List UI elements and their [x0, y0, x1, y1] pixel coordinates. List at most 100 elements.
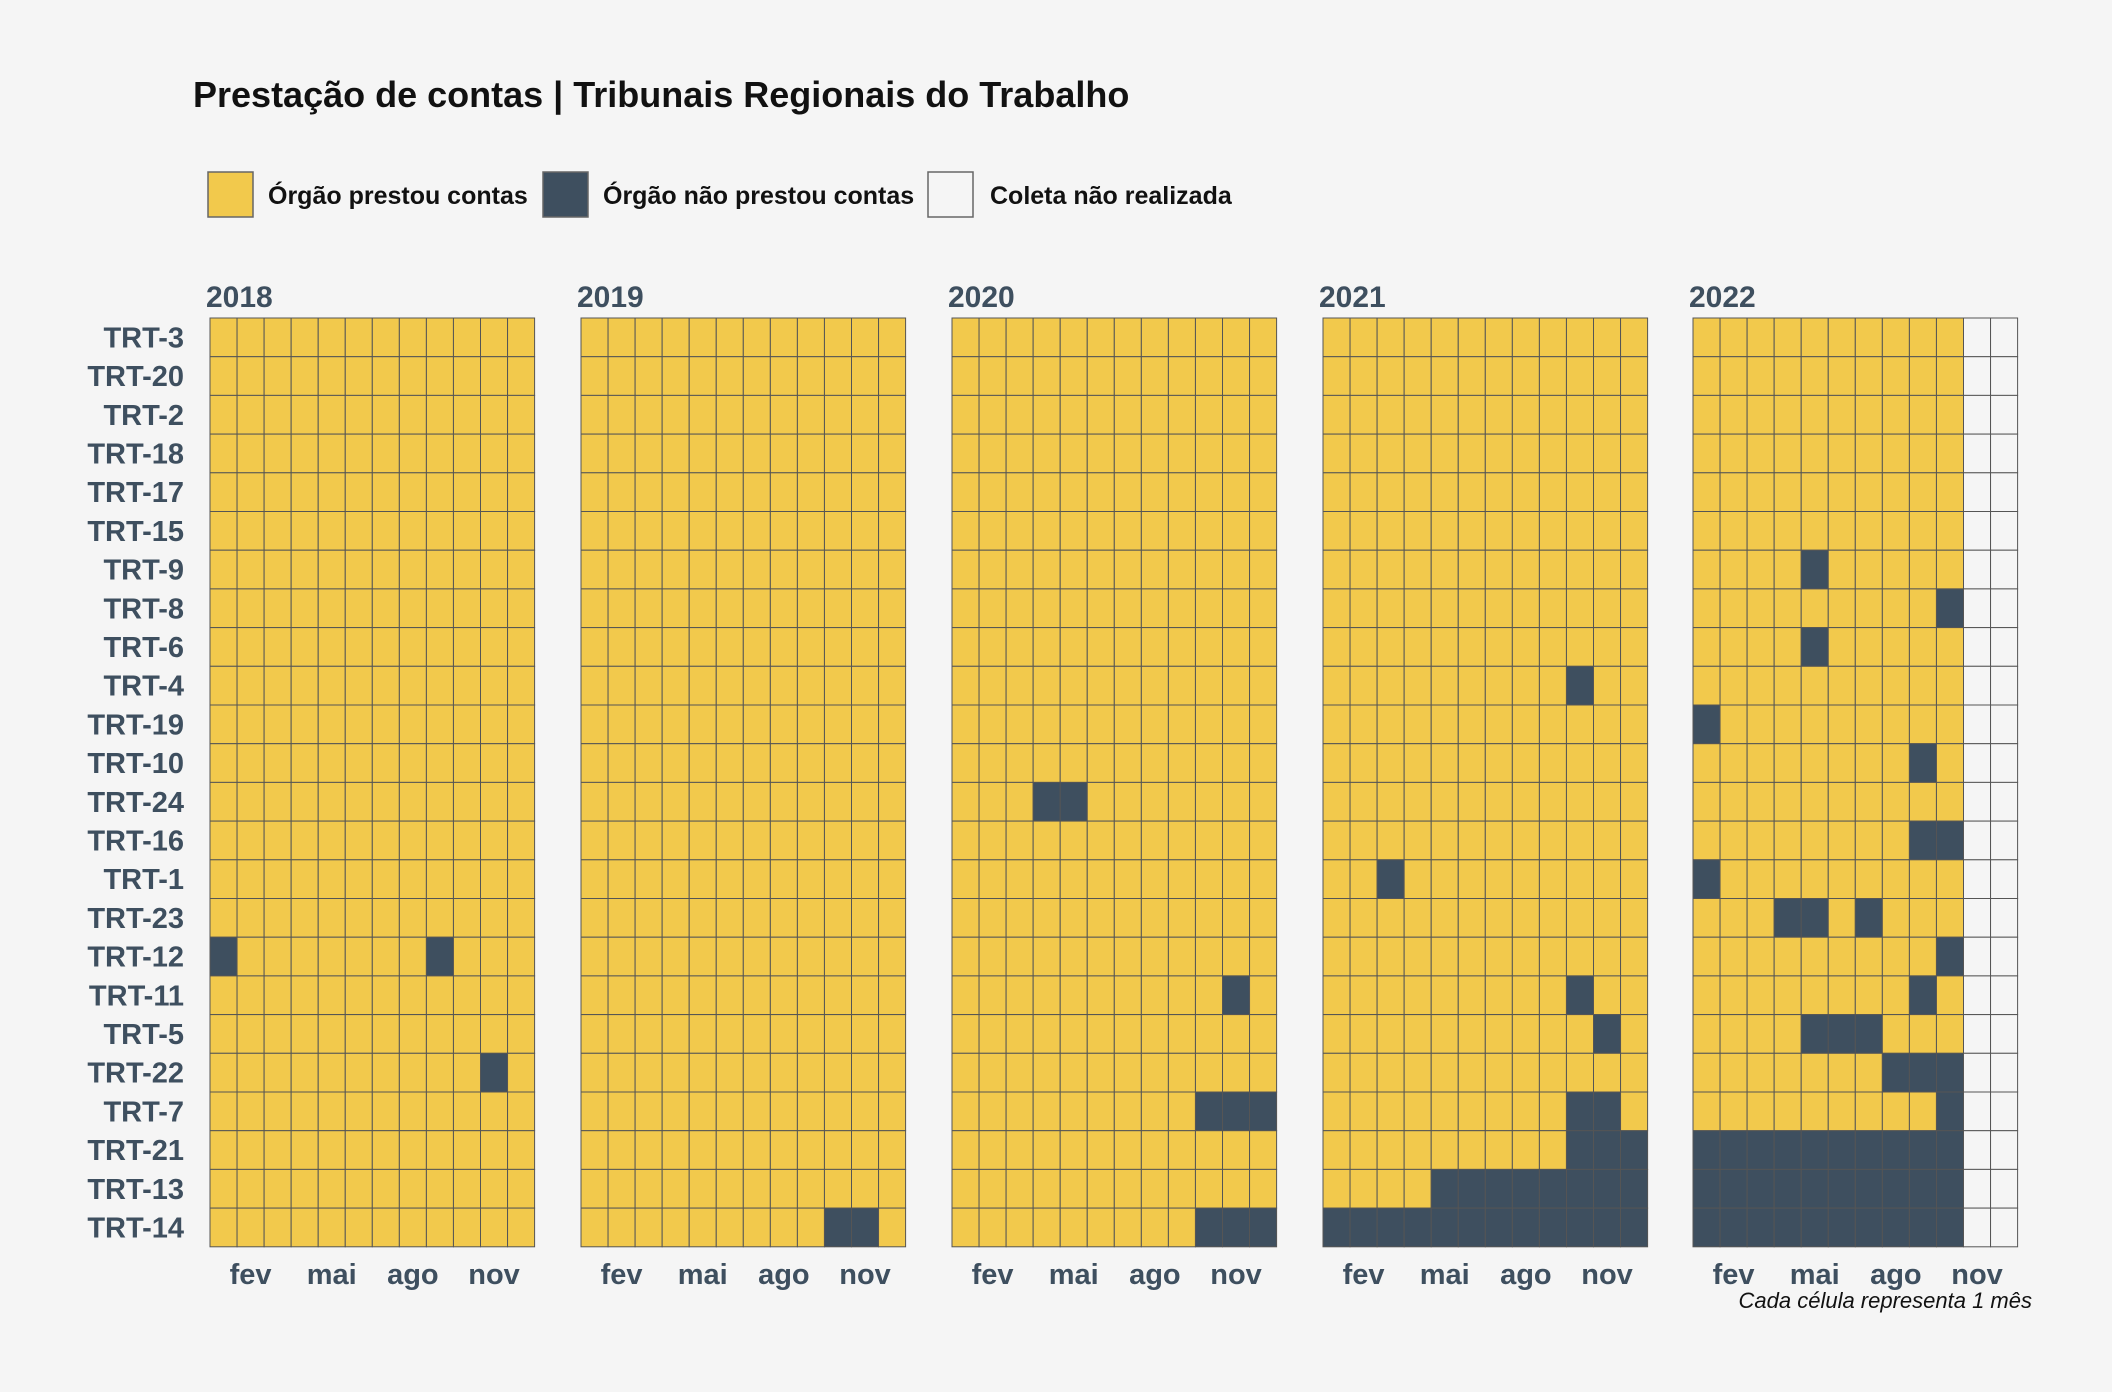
heatmap-cell — [1376, 898, 1405, 938]
heatmap-cell — [742, 1168, 771, 1209]
heatmap-cell — [1511, 1130, 1540, 1170]
heatmap-cell — [796, 1168, 825, 1209]
heatmap-cell — [1719, 781, 1748, 822]
heatmap-cell — [1403, 743, 1432, 783]
heatmap-cell — [1908, 820, 1937, 861]
heatmap-cell — [1167, 627, 1196, 667]
heatmap-cell — [236, 1207, 265, 1248]
row-label: TRT-14 — [87, 1212, 184, 1244]
heatmap-cell — [1854, 472, 1883, 512]
heatmap-cell — [1908, 665, 1937, 706]
heatmap-cell — [1167, 511, 1196, 551]
heatmap-cell — [1059, 1052, 1088, 1093]
heatmap-cell — [452, 627, 482, 667]
heatmap-cell — [1059, 549, 1088, 590]
heatmap-cell — [878, 549, 907, 590]
heatmap-cell — [1719, 1014, 1748, 1054]
heatmap-cell — [1620, 394, 1649, 435]
heatmap-cell — [344, 394, 373, 435]
heatmap-cell — [317, 549, 346, 590]
heatmap-cell — [1692, 704, 1721, 745]
heatmap-cell — [480, 898, 509, 938]
heatmap-cell — [878, 356, 907, 396]
heatmap-cell — [1719, 317, 1748, 358]
heatmap-cell — [851, 1052, 880, 1093]
heatmap-cell — [1376, 820, 1405, 861]
heatmap-cell — [425, 1130, 454, 1170]
heatmap-cell — [398, 472, 427, 512]
heatmap-cell — [634, 549, 663, 590]
heatmap-cell — [1222, 936, 1251, 977]
heatmap-cell — [452, 704, 482, 745]
heatmap-cell — [1376, 936, 1405, 977]
heatmap-cell — [1593, 394, 1622, 435]
heatmap-cell — [1538, 394, 1567, 435]
heatmap-cell — [1719, 665, 1748, 706]
heatmap-cell — [1349, 859, 1378, 899]
heatmap-cell — [371, 1091, 400, 1132]
heatmap-cell — [1086, 433, 1115, 474]
heatmap-cell — [796, 588, 825, 629]
heatmap-cell — [1908, 356, 1937, 396]
heatmap-cell — [580, 511, 609, 551]
heatmap-cell — [1827, 317, 1856, 358]
heatmap-cell — [1593, 433, 1622, 474]
heatmap-cell — [452, 1130, 482, 1170]
heatmap-cell — [1484, 1091, 1513, 1132]
heatmap-cell — [209, 433, 238, 474]
heatmap-cell — [1140, 665, 1169, 706]
heatmap-cell — [634, 394, 663, 435]
heatmap-cell — [1881, 704, 1910, 745]
row-label: TRT-24 — [87, 787, 184, 819]
heatmap-cell — [634, 1207, 663, 1248]
heatmap-cell — [1005, 859, 1034, 899]
heatmap-cell — [978, 936, 1007, 977]
heatmap-cell — [507, 472, 536, 512]
heatmap-cell — [878, 743, 907, 783]
heatmap-cell — [796, 511, 825, 551]
heatmap-cell — [742, 975, 771, 1016]
heatmap-cell — [715, 472, 744, 512]
heatmap-cell — [1032, 317, 1061, 358]
heatmap-cell — [951, 627, 980, 667]
heatmap-cell — [823, 356, 853, 396]
heatmap-cell — [1827, 588, 1856, 629]
heatmap-cell — [263, 975, 292, 1016]
heatmap-cell — [1113, 433, 1142, 474]
heatmap-cell — [236, 549, 265, 590]
heatmap-cell — [1908, 511, 1937, 551]
heatmap-cell — [634, 433, 663, 474]
heatmap-cell — [480, 743, 509, 783]
heatmap-cell — [1963, 975, 1992, 1016]
heatmap-cell — [1457, 356, 1486, 396]
heatmap-cell — [452, 356, 482, 396]
heatmap-cell — [851, 511, 880, 551]
heatmap-cell — [1692, 781, 1721, 822]
heatmap-cell — [1908, 859, 1937, 899]
heatmap-cell — [1140, 859, 1169, 899]
heatmap-cell — [398, 511, 427, 551]
heatmap-cell — [634, 1168, 663, 1209]
heatmap-cell — [1935, 1052, 1964, 1093]
heatmap-cell — [290, 511, 319, 551]
heatmap-cell — [209, 317, 238, 358]
heatmap-cell — [715, 1052, 744, 1093]
heatmap-cell — [1376, 433, 1405, 474]
heatmap-cell — [1403, 1168, 1432, 1209]
heatmap-cell — [452, 859, 482, 899]
heatmap-cell — [1249, 1207, 1278, 1248]
heatmap-cell — [1800, 975, 1829, 1016]
heatmap-cell — [1620, 549, 1649, 590]
heatmap-cell — [1935, 936, 1964, 977]
heatmap-cell — [580, 356, 609, 396]
heatmap-cell — [1457, 394, 1486, 435]
heatmap-cell — [290, 1130, 319, 1170]
heatmap-cell — [1349, 1091, 1378, 1132]
heatmap-cell — [1746, 356, 1775, 396]
heatmap-cell — [851, 317, 880, 358]
heatmap-cell — [1032, 549, 1061, 590]
heatmap-cell — [1403, 394, 1432, 435]
heatmap-cell — [452, 317, 482, 358]
heatmap-cell — [661, 665, 690, 706]
heatmap-cell — [1167, 394, 1196, 435]
